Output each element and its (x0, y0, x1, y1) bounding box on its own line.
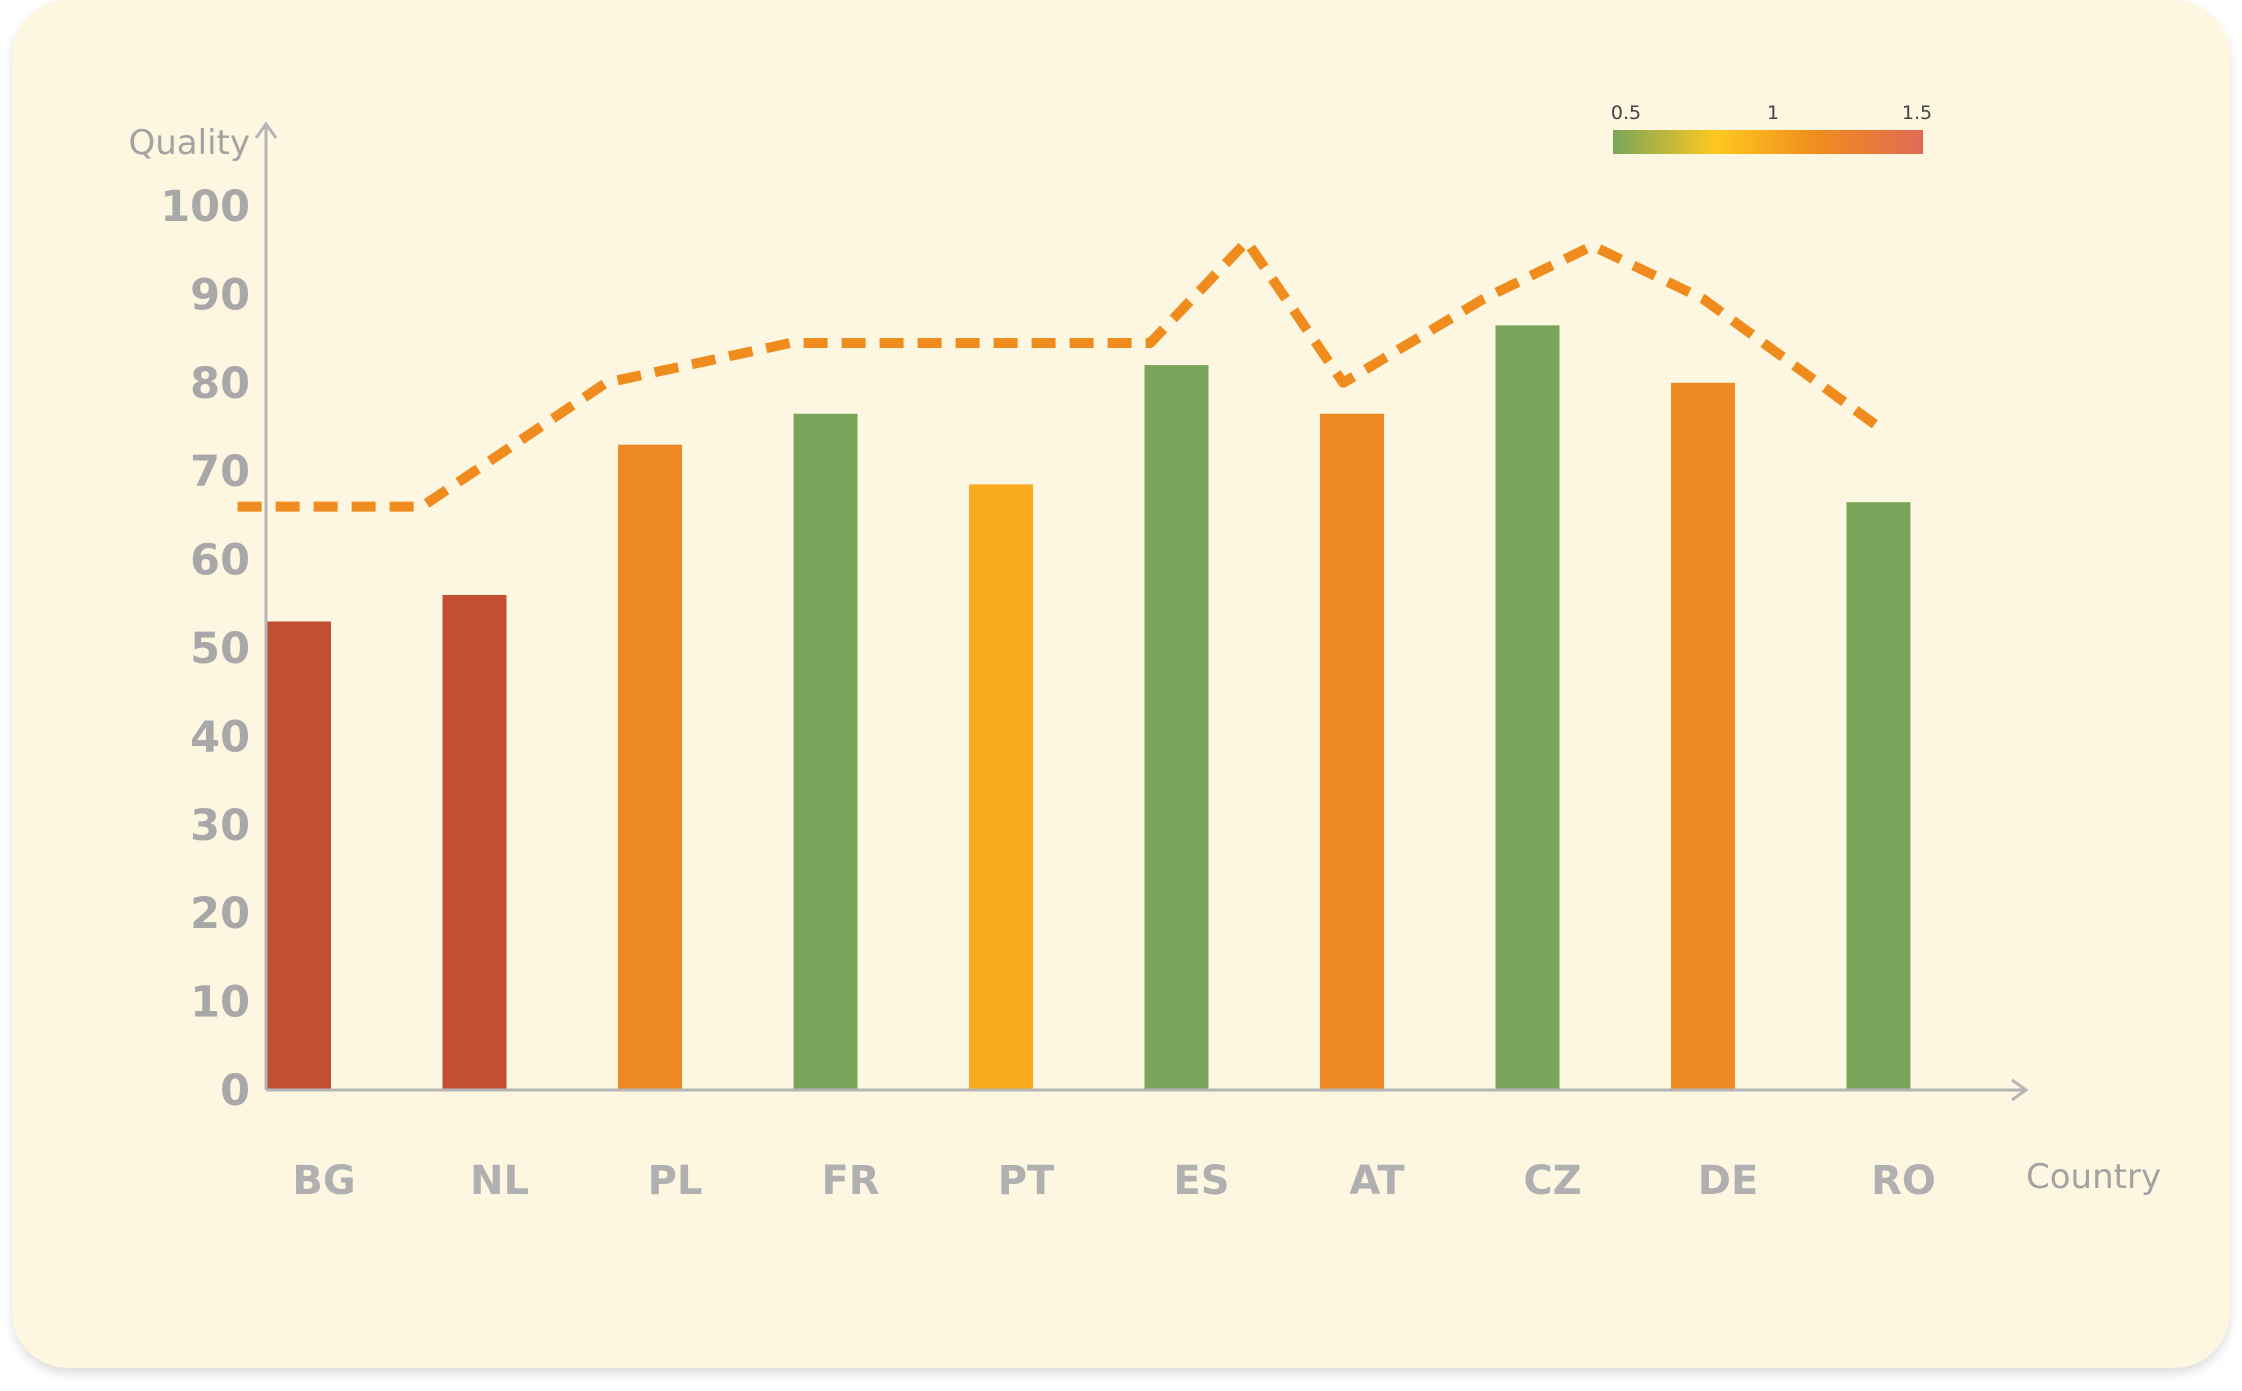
x-tick-fr: FR (821, 1158, 879, 1204)
y-tick-70: 70 (190, 447, 250, 497)
y-tick-20: 20 (190, 889, 250, 939)
bar-de (1671, 382, 1735, 1090)
y-tick-10: 10 (190, 978, 250, 1028)
x-tick-ro: RO (1871, 1158, 1936, 1204)
x-axis-label: Country (2026, 1157, 2161, 1197)
colorbar-tick-0: 0.5 (1611, 102, 1641, 124)
y-tick-50: 50 (190, 624, 250, 674)
bar-nl (442, 594, 507, 1090)
bar-es (1144, 365, 1209, 1090)
x-tick-de: DE (1698, 1158, 1759, 1204)
x-tick-at: AT (1349, 1158, 1405, 1204)
bar-pl (618, 444, 682, 1090)
y-tick-80: 80 (190, 359, 250, 409)
x-axis-arrow (2011, 1078, 2029, 1102)
y-tick-60: 60 (190, 536, 250, 586)
bar-bg (267, 621, 331, 1090)
x-tick-bg: BG (292, 1158, 355, 1204)
bar-ro (1846, 502, 1911, 1090)
bar-pt (969, 484, 1033, 1091)
bar-cz (1495, 325, 1560, 1091)
y-tick-40: 40 (190, 712, 250, 762)
y-axis-label: Quality (129, 123, 251, 163)
colorbar-tick-1: 1 (1767, 102, 1779, 124)
x-tick-pl: PL (648, 1158, 703, 1204)
y-tick-0: 0 (220, 1066, 250, 1116)
y-tick-100: 100 (160, 182, 250, 232)
x-tick-labels: BG NL PL FR PT ES AT CZ DE RO (292, 1158, 1936, 1204)
bars (267, 325, 1911, 1091)
dashed-line-series (237, 236, 1882, 512)
y-tick-30: 30 (190, 801, 250, 851)
dashed-line (237, 236, 1882, 512)
y-axis-arrow (254, 121, 278, 139)
x-tick-es: ES (1173, 1158, 1229, 1204)
x-tick-cz: CZ (1523, 1158, 1581, 1204)
x-tick-pt: PT (998, 1158, 1055, 1204)
axes (254, 121, 2029, 1102)
y-tick-labels: 0 10 20 30 40 50 60 70 80 90 100 (160, 182, 250, 1116)
bar-fr (793, 413, 858, 1090)
y-tick-90: 90 (190, 270, 250, 320)
colorbar-legend: 0.5 1 1.5 (1611, 102, 1932, 154)
colorbar-gradient (1613, 130, 1923, 154)
bar-at (1320, 413, 1384, 1090)
x-tick-nl: NL (470, 1158, 529, 1204)
colorbar-tick-2: 1.5 (1902, 102, 1932, 124)
